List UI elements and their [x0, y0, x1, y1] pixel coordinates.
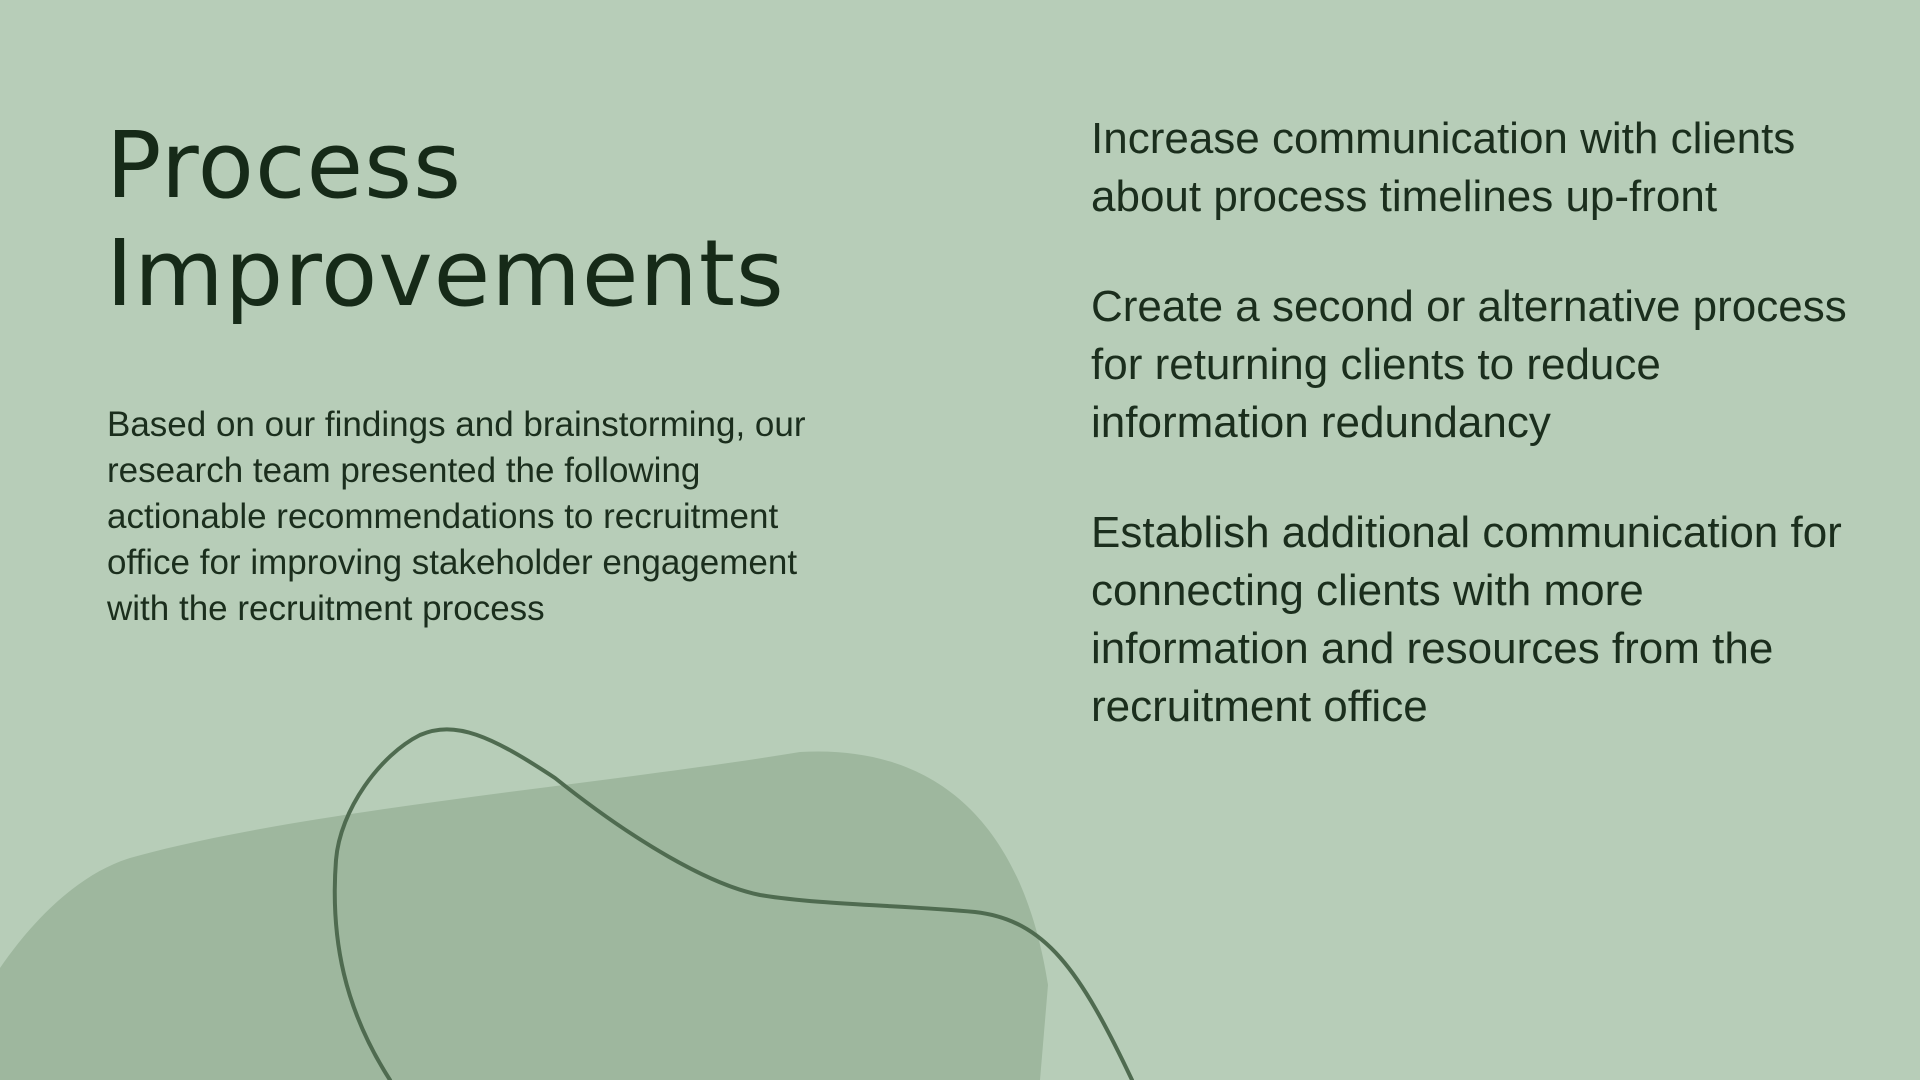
intro-paragraph: Based on our findings and brainstorming,…: [107, 405, 806, 628]
background-blob-shape: [0, 751, 1048, 1080]
recommendation-item: Establish additional communication for c…: [1091, 508, 1842, 731]
recommendation-item: Increase communication with clients abou…: [1091, 114, 1796, 221]
slide-title: Process Improvements: [106, 112, 906, 328]
slide-title-line-2: Improvements: [106, 220, 785, 327]
background-curve-line: [332, 727, 1134, 1080]
recommendation-item: Create a second or alternative process f…: [1091, 282, 1847, 447]
slide-title-line-1: Process: [106, 112, 462, 219]
recommendations-list: Increase communication with clients abou…: [1091, 110, 1851, 788]
